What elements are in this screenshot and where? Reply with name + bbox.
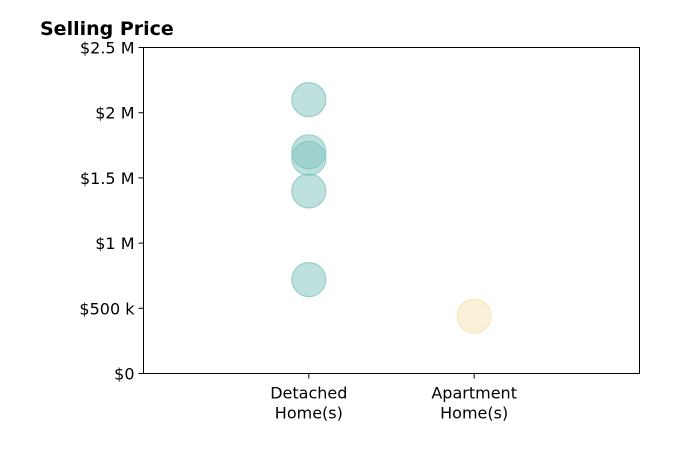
data-point bbox=[291, 262, 327, 298]
y-tick-label: $1 M bbox=[95, 234, 134, 253]
x-tick-label: Detached Home(s) bbox=[270, 384, 347, 423]
data-point bbox=[456, 298, 492, 334]
x-axis: Detached Home(s) Apartment Home(s) bbox=[270, 373, 517, 423]
y-tick-label: $2.5 M bbox=[80, 39, 135, 58]
data-point bbox=[291, 140, 327, 176]
data-point bbox=[291, 82, 327, 118]
x-tick-label: Apartment Home(s) bbox=[431, 384, 517, 423]
data-points bbox=[291, 82, 492, 334]
chart-title: Selling Price bbox=[40, 18, 174, 40]
plot-frame bbox=[143, 47, 640, 374]
y-axis: $0 $500 k $1 M $1.5 M $2 M $2.5 M bbox=[79, 39, 144, 384]
y-tick-label: $2 M bbox=[95, 104, 134, 123]
y-tick-label: $1.5 M bbox=[80, 169, 135, 188]
data-point bbox=[291, 173, 327, 209]
y-tick-label: $0 bbox=[114, 365, 134, 384]
y-tick-label: $500 k bbox=[79, 299, 135, 318]
